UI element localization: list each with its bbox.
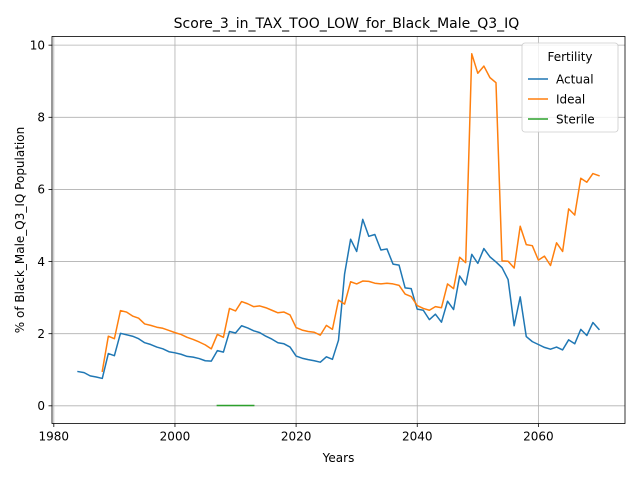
y-tick-label: 10 <box>30 38 45 52</box>
y-tick-label: 6 <box>37 183 45 197</box>
y-tick-label: 0 <box>37 399 45 413</box>
legend-label-sterile: Sterile <box>556 112 595 126</box>
x-tick-label: 1980 <box>39 430 70 444</box>
plot-frame <box>51 36 626 424</box>
x-tick-label: 2040 <box>402 430 433 444</box>
legend-label-actual: Actual <box>556 72 594 86</box>
y-tick-label: 4 <box>37 255 45 269</box>
legend: Fertility Actual Ideal Sterile <box>521 42 619 133</box>
x-tick-label: 2060 <box>523 430 554 444</box>
y-axis-label: % of Black_Male_Q3_IQ Population <box>13 127 27 333</box>
series-lines <box>77 53 601 407</box>
x-tick-label: 2000 <box>160 430 191 444</box>
series-line-actual <box>77 218 601 380</box>
series-line-ideal <box>101 53 600 373</box>
chart-title: Score_3_in_TAX_TOO_LOW_for_Black_Male_Q3… <box>174 16 520 32</box>
x-tick-label: 2020 <box>281 430 312 444</box>
y-tick-label: 8 <box>37 111 45 125</box>
axis-ticks: 1980 2000 2020 2040 2060 0 2 4 6 8 10 <box>30 38 554 443</box>
legend-box <box>521 42 619 133</box>
legend-label-ideal: Ideal <box>556 92 585 106</box>
legend-title: Fertility <box>547 50 592 64</box>
y-tick-label: 2 <box>37 327 45 341</box>
x-axis-label: Years <box>322 451 355 465</box>
